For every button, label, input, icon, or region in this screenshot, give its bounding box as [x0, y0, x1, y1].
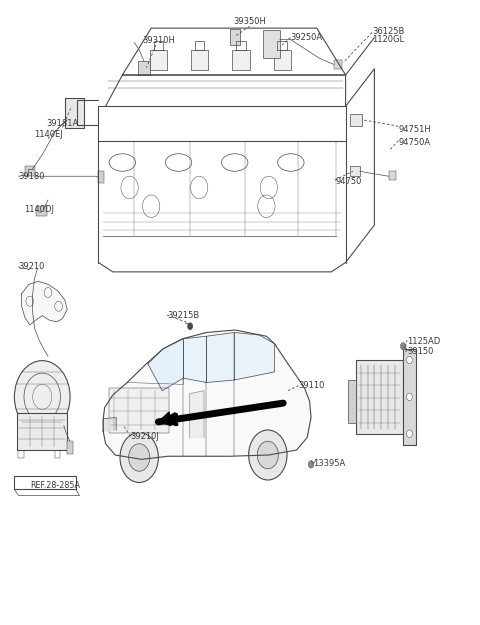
- Text: 1120GL: 1120GL: [372, 36, 404, 44]
- Bar: [67, 441, 73, 454]
- Bar: [17, 412, 67, 450]
- Bar: [348, 380, 356, 423]
- Circle shape: [308, 461, 314, 468]
- Bar: [230, 29, 240, 45]
- Text: 39210J: 39210J: [131, 432, 159, 441]
- Text: REF.28-285A: REF.28-285A: [30, 481, 80, 489]
- Text: 1140DJ: 1140DJ: [24, 205, 54, 214]
- Text: 13395A: 13395A: [313, 459, 345, 468]
- Circle shape: [407, 430, 412, 437]
- Circle shape: [400, 342, 406, 350]
- Polygon shape: [234, 332, 275, 380]
- FancyArrow shape: [158, 412, 178, 426]
- Bar: [150, 50, 167, 70]
- Text: 94751H: 94751H: [398, 126, 431, 134]
- Text: 39350H: 39350H: [233, 18, 266, 26]
- Text: 39150: 39150: [407, 347, 433, 356]
- Bar: [232, 50, 250, 70]
- Bar: [389, 171, 396, 180]
- Bar: [263, 30, 280, 58]
- Bar: [138, 61, 150, 75]
- Text: 39210: 39210: [18, 262, 45, 271]
- Polygon shape: [103, 418, 116, 431]
- Circle shape: [257, 441, 278, 469]
- Bar: [274, 50, 291, 70]
- Text: 39215B: 39215B: [167, 311, 199, 319]
- Circle shape: [407, 393, 412, 401]
- Bar: [403, 349, 416, 445]
- Bar: [98, 171, 104, 182]
- Text: 1125AD: 1125AD: [407, 337, 440, 346]
- Text: 39181A: 39181A: [46, 119, 79, 127]
- Circle shape: [187, 322, 193, 330]
- Circle shape: [249, 430, 287, 480]
- Text: 39250A: 39250A: [290, 33, 323, 42]
- Text: 39310H: 39310H: [142, 36, 175, 45]
- Circle shape: [120, 432, 158, 482]
- Bar: [36, 206, 47, 216]
- Text: 94750: 94750: [335, 177, 361, 186]
- Polygon shape: [190, 391, 204, 438]
- Bar: [65, 98, 84, 128]
- Polygon shape: [103, 330, 311, 459]
- Text: 39110: 39110: [299, 381, 325, 390]
- Text: 94750A: 94750A: [398, 138, 431, 147]
- Bar: [25, 166, 35, 176]
- Bar: [350, 114, 362, 126]
- Text: 1140EJ: 1140EJ: [34, 130, 62, 139]
- Bar: [191, 50, 208, 70]
- Bar: [350, 166, 360, 176]
- Polygon shape: [183, 336, 206, 382]
- Text: 39180: 39180: [18, 172, 45, 181]
- Bar: [109, 388, 169, 432]
- Polygon shape: [148, 339, 183, 391]
- Circle shape: [407, 356, 412, 364]
- Text: 36125B: 36125B: [372, 27, 404, 36]
- Bar: [14, 476, 76, 489]
- Polygon shape: [206, 332, 234, 382]
- Bar: [334, 60, 342, 69]
- Bar: [356, 360, 403, 434]
- Circle shape: [14, 361, 70, 433]
- Polygon shape: [22, 281, 67, 325]
- Circle shape: [129, 444, 150, 471]
